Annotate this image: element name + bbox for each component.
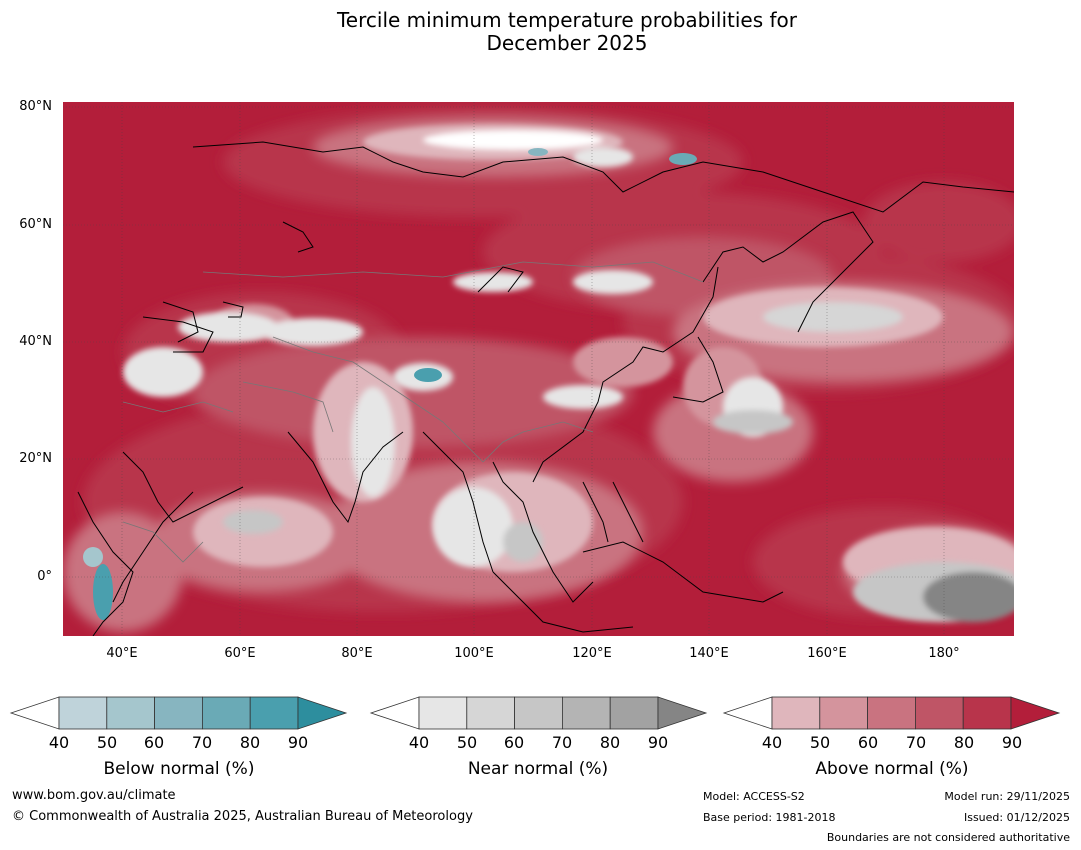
below-colorbar-segment bbox=[201, 696, 251, 730]
near-tick-70: 70 bbox=[551, 733, 573, 752]
copyright-text: © Commonwealth of Australia 2025, Austra… bbox=[12, 809, 473, 824]
below-colorbar-high-extend bbox=[297, 696, 348, 730]
lat-label-40n: 40°N bbox=[19, 334, 52, 349]
lon-label-60e: 60°E bbox=[224, 646, 256, 661]
below-tick-60: 60 bbox=[143, 733, 165, 752]
near-tick-60: 60 bbox=[503, 733, 525, 752]
map-title-line1: Tercile minimum temperature probabilitie… bbox=[336, 8, 798, 32]
lon-label-100e: 100°E bbox=[454, 646, 494, 661]
lat-label-0: 0° bbox=[37, 569, 52, 584]
lat-label-20n: 20°N bbox=[19, 451, 52, 466]
below-tick-90: 90 bbox=[287, 733, 309, 752]
coastlines bbox=[77, 141, 1014, 636]
below-tick-50: 50 bbox=[96, 733, 118, 752]
below-colorbar-segment bbox=[58, 696, 108, 730]
lon-label-140e: 140°E bbox=[689, 646, 729, 661]
above-colorbar-segment bbox=[867, 696, 916, 730]
issued-text: Issued: 01/12/2025 bbox=[963, 811, 1070, 824]
near-colorbar-segment bbox=[466, 696, 515, 730]
lon-label-180: 180° bbox=[928, 646, 960, 661]
below-colorbar-segment bbox=[106, 696, 156, 730]
above-colorbar-segment bbox=[771, 696, 821, 730]
country-borders bbox=[122, 261, 704, 563]
above-colorbar-low-extend bbox=[722, 696, 773, 730]
map-canvas bbox=[63, 102, 1014, 636]
below-colorbar-segment bbox=[154, 696, 203, 730]
map-title-line2: December 2025 bbox=[486, 31, 648, 55]
base-period-text: Base period: 1981-2018 bbox=[703, 811, 836, 824]
model-text: Model: ACCESS-S2 bbox=[703, 790, 805, 803]
near-colorbar-segment bbox=[562, 696, 611, 730]
above-tick-80: 80 bbox=[953, 733, 975, 752]
near-colorbar-segment bbox=[514, 696, 563, 730]
below-normal-zones bbox=[83, 148, 697, 620]
lon-label-80e: 80°E bbox=[341, 646, 373, 661]
below-colorbar-segment bbox=[249, 696, 299, 730]
below-normal-label: Below normal (%) bbox=[103, 759, 255, 779]
disclaimer-text: Boundaries are not considered authoritat… bbox=[826, 831, 1070, 844]
near-colorbar-segment bbox=[418, 696, 468, 730]
colorbars bbox=[9, 696, 1061, 730]
website-text: www.bom.gov.au/climate bbox=[12, 788, 176, 803]
near-tick-50: 50 bbox=[456, 733, 478, 752]
lon-label-120e: 120°E bbox=[572, 646, 612, 661]
lat-label-80n: 80°N bbox=[19, 99, 52, 114]
near-colorbar-low-extend bbox=[369, 696, 420, 730]
above-normal-label: Above normal (%) bbox=[815, 759, 969, 779]
below-tick-40: 40 bbox=[48, 733, 70, 752]
lon-label-160e: 160°E bbox=[807, 646, 847, 661]
above-colorbar-segment bbox=[915, 696, 964, 730]
lon-label-40e: 40°E bbox=[106, 646, 138, 661]
above-colorbar-high-extend bbox=[1010, 696, 1061, 730]
model-run-text: Model run: 29/11/2025 bbox=[944, 790, 1070, 803]
above-colorbar-segment bbox=[962, 696, 1012, 730]
above-tick-60: 60 bbox=[857, 733, 879, 752]
near-tick-90: 90 bbox=[647, 733, 669, 752]
lat-label-60n: 60°N bbox=[19, 217, 52, 232]
near-colorbar-high-extend bbox=[657, 696, 708, 730]
below-tick-80: 80 bbox=[239, 733, 261, 752]
near-colorbar-segment bbox=[609, 696, 659, 730]
above-tick-90: 90 bbox=[1001, 733, 1023, 752]
above-tick-50: 50 bbox=[809, 733, 831, 752]
below-colorbar-low-extend bbox=[9, 696, 60, 730]
above-tick-70: 70 bbox=[905, 733, 927, 752]
map-title: Tercile minimum temperature probabilitie… bbox=[0, 9, 1081, 55]
graticule bbox=[63, 102, 1014, 636]
near-tick-40: 40 bbox=[408, 733, 430, 752]
probability-map bbox=[63, 102, 1014, 636]
near-tick-80: 80 bbox=[599, 733, 621, 752]
near-normal-label: Near normal (%) bbox=[467, 759, 609, 779]
below-tick-70: 70 bbox=[191, 733, 213, 752]
above-colorbar-segment bbox=[819, 696, 868, 730]
above-tick-40: 40 bbox=[761, 733, 783, 752]
near-normal-zones bbox=[123, 130, 1014, 622]
